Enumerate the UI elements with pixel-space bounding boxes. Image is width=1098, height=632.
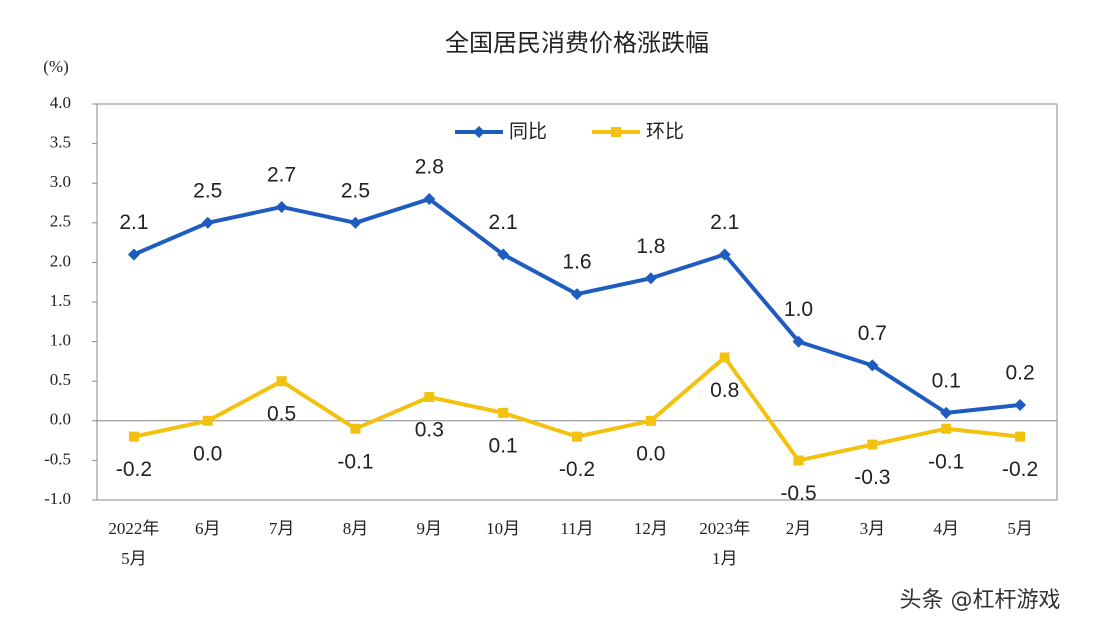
data-label: 0.5 xyxy=(267,403,296,426)
point xyxy=(572,431,582,442)
data-label: 2.8 xyxy=(415,156,444,179)
data-label: 2.5 xyxy=(341,179,370,202)
data-label: 0.0 xyxy=(193,442,222,465)
x-tick-label: 2022年 5月 xyxy=(108,519,159,568)
data-label: 0.1 xyxy=(489,434,518,457)
x-tick-label: 8月 xyxy=(343,519,369,538)
point xyxy=(349,216,362,229)
legend-marker xyxy=(611,127,621,137)
x-tick-label: 2023年 1月 xyxy=(699,519,750,568)
data-label: 0.7 xyxy=(858,322,887,345)
x-tick-label: 9月 xyxy=(417,519,443,538)
point xyxy=(1015,431,1026,442)
data-label: 0.1 xyxy=(932,369,961,392)
point xyxy=(350,423,361,434)
point xyxy=(276,376,287,387)
chart-title: 全国居民消费价格涨跌幅 xyxy=(445,29,709,57)
y-tick-label: 1.0 xyxy=(50,331,71,350)
point xyxy=(424,392,435,403)
data-label: 1.6 xyxy=(562,251,591,274)
point xyxy=(571,288,583,301)
x-tick-label: 2月 xyxy=(786,519,812,538)
y-tick-label: 0.0 xyxy=(50,410,71,429)
point xyxy=(1014,398,1027,411)
point xyxy=(792,335,805,348)
y-tick-label: 2.5 xyxy=(50,212,71,231)
x-tick-label: 12月 xyxy=(634,519,668,538)
point xyxy=(202,415,213,426)
data-label: 2.5 xyxy=(193,179,222,202)
point xyxy=(128,431,139,442)
point xyxy=(275,200,288,213)
point xyxy=(644,272,657,285)
point xyxy=(645,415,656,426)
legend-label: 同比 xyxy=(509,121,547,143)
data-label: 2.1 xyxy=(710,211,739,234)
x-tick-label: 3月 xyxy=(860,519,886,538)
data-label: -0.2 xyxy=(1002,458,1038,481)
data-label: 0.2 xyxy=(1005,362,1034,385)
point xyxy=(940,406,953,419)
data-label: 0.3 xyxy=(415,419,444,442)
point xyxy=(941,423,952,434)
data-label: -0.2 xyxy=(116,458,152,481)
y-tick-label: -0.5 xyxy=(44,449,71,468)
point xyxy=(498,407,509,418)
point xyxy=(867,439,878,450)
x-tick-label: 6月 xyxy=(195,519,221,538)
y-tick-label: 2.0 xyxy=(50,251,71,270)
legend-label: 环比 xyxy=(646,121,684,143)
x-tick-label: 11月 xyxy=(560,519,593,538)
point xyxy=(423,193,436,206)
point xyxy=(127,248,140,261)
x-tick-label: 4月 xyxy=(933,519,959,538)
data-label: 1.8 xyxy=(636,235,665,258)
x-tick-label: 7月 xyxy=(269,519,295,538)
y-tick-label: 0.5 xyxy=(50,370,71,389)
data-label: -0.1 xyxy=(928,450,964,473)
legend-marker xyxy=(473,126,485,138)
point xyxy=(718,248,731,261)
data-label: -0.2 xyxy=(559,458,595,481)
point xyxy=(793,455,804,466)
data-label: 2.1 xyxy=(489,211,518,234)
y-tick-label: 3.5 xyxy=(50,133,71,152)
y-tick-label: 1.5 xyxy=(50,291,71,310)
watermark: 头条 @杠杆游戏 xyxy=(900,588,1061,613)
data-label: 1.0 xyxy=(784,298,813,321)
point xyxy=(201,216,214,229)
y-tick-label: -1.0 xyxy=(44,489,71,508)
point xyxy=(866,359,879,372)
data-label: -0.3 xyxy=(854,466,890,489)
data-label: 0.8 xyxy=(710,379,739,402)
data-label: 0.0 xyxy=(636,442,665,465)
y-tick-label: 3.0 xyxy=(50,172,71,191)
data-label: 2.1 xyxy=(119,211,148,234)
data-label: -0.5 xyxy=(780,482,816,505)
y-axis-label: (%) xyxy=(43,57,68,76)
data-label: -0.1 xyxy=(337,450,373,473)
data-label: 2.7 xyxy=(267,164,296,187)
point xyxy=(497,248,510,261)
point xyxy=(719,352,730,363)
y-tick-label: 4.0 xyxy=(50,93,71,112)
x-tick-label: 10月 xyxy=(486,519,520,538)
x-tick-label: 5月 xyxy=(1007,519,1033,538)
